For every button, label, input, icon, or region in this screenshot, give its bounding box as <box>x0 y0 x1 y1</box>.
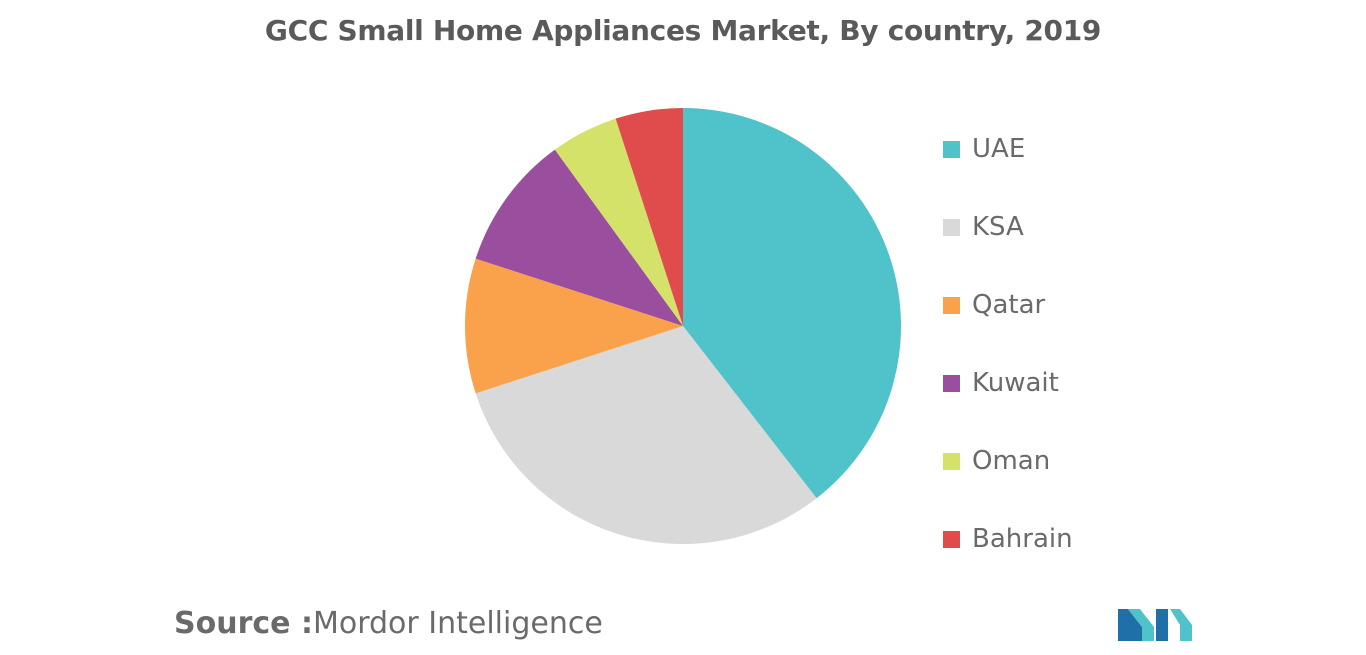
legend-label: KSA <box>972 212 1024 242</box>
logo-left-bar <box>1118 609 1142 641</box>
source-text: Source :Mordor Intelligence <box>174 606 603 641</box>
legend-item-oman: Oman <box>943 422 1073 500</box>
legend-item-kuwait: Kuwait <box>943 344 1073 422</box>
chart-legend: UAE KSA Qatar Kuwait Oman Bahrain <box>943 110 1073 578</box>
legend-label: UAE <box>972 134 1026 164</box>
pie-slice-uae <box>683 108 901 499</box>
chart-title: GCC Small Home Appliances Market, By cou… <box>264 14 1102 47</box>
mordor-intelligence-logo-icon <box>1118 609 1192 641</box>
legend-item-bahrain: Bahrain <box>943 500 1073 578</box>
legend-label: Kuwait <box>972 368 1059 398</box>
pie-slice-bahrain <box>615 108 683 326</box>
legend-swatch <box>943 452 960 470</box>
pie-slice-qatar <box>465 258 683 394</box>
legend-swatch <box>943 296 960 314</box>
pie-slice-ksa <box>475 326 817 544</box>
legend-swatch <box>943 218 960 236</box>
legend-swatch <box>943 140 960 158</box>
logo-right-wing <box>1156 609 1168 641</box>
legend-label: Qatar <box>972 290 1046 320</box>
legend-swatch <box>943 374 960 392</box>
pie-slice-kuwait <box>475 149 683 326</box>
source-label: Source : <box>174 606 313 641</box>
logo-right-bar <box>1170 609 1192 641</box>
legend-item-qatar: Qatar <box>943 266 1073 344</box>
pie-slice-oman <box>554 118 683 326</box>
legend-label: Bahrain <box>972 524 1073 554</box>
source-value: Mordor Intelligence <box>312 606 603 641</box>
legend-swatch <box>943 530 960 548</box>
logo-left-wing <box>1128 609 1154 641</box>
legend-item-uae: UAE <box>943 110 1073 188</box>
legend-item-ksa: KSA <box>943 188 1073 266</box>
legend-label: Oman <box>972 446 1051 476</box>
